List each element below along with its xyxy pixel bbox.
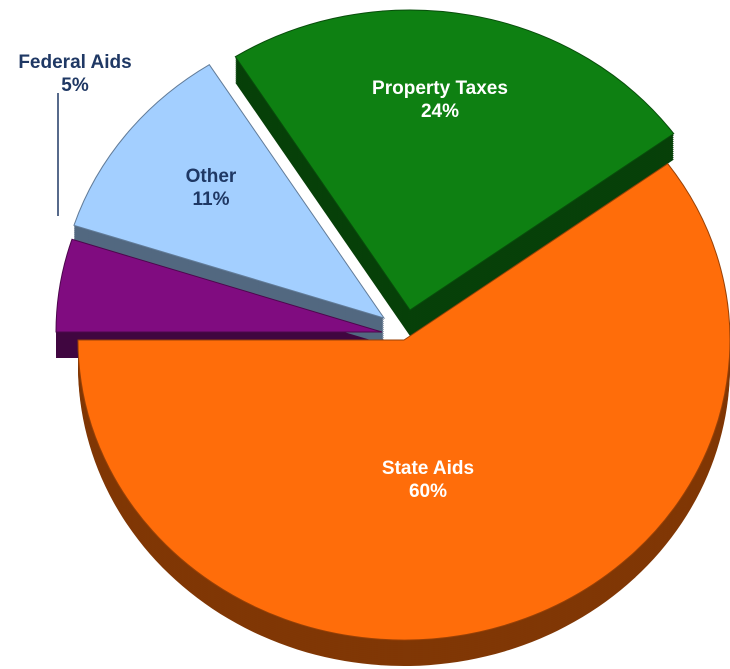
slice-value-label: 5% <box>61 75 89 96</box>
slice <box>55 238 383 333</box>
slice-category-label: Federal Aids <box>18 52 132 73</box>
slice-value-label: 24% <box>420 101 460 122</box>
slice <box>73 64 386 319</box>
slice-label: Other 11% <box>161 165 261 211</box>
slice-value-label: 11% <box>192 189 230 210</box>
slice-value-label: 60% <box>408 481 448 502</box>
slice <box>234 9 675 311</box>
slice-category-label: State Aids <box>381 458 475 479</box>
slice-category-label: Other <box>185 166 237 187</box>
slice-label: Property Taxes 24% <box>370 77 510 123</box>
slice <box>77 162 730 641</box>
slice-category-label: Property Taxes <box>372 78 508 99</box>
slice-label: State Aids 60% <box>358 457 498 503</box>
slice-label: Federal Aids 5% <box>0 51 155 97</box>
